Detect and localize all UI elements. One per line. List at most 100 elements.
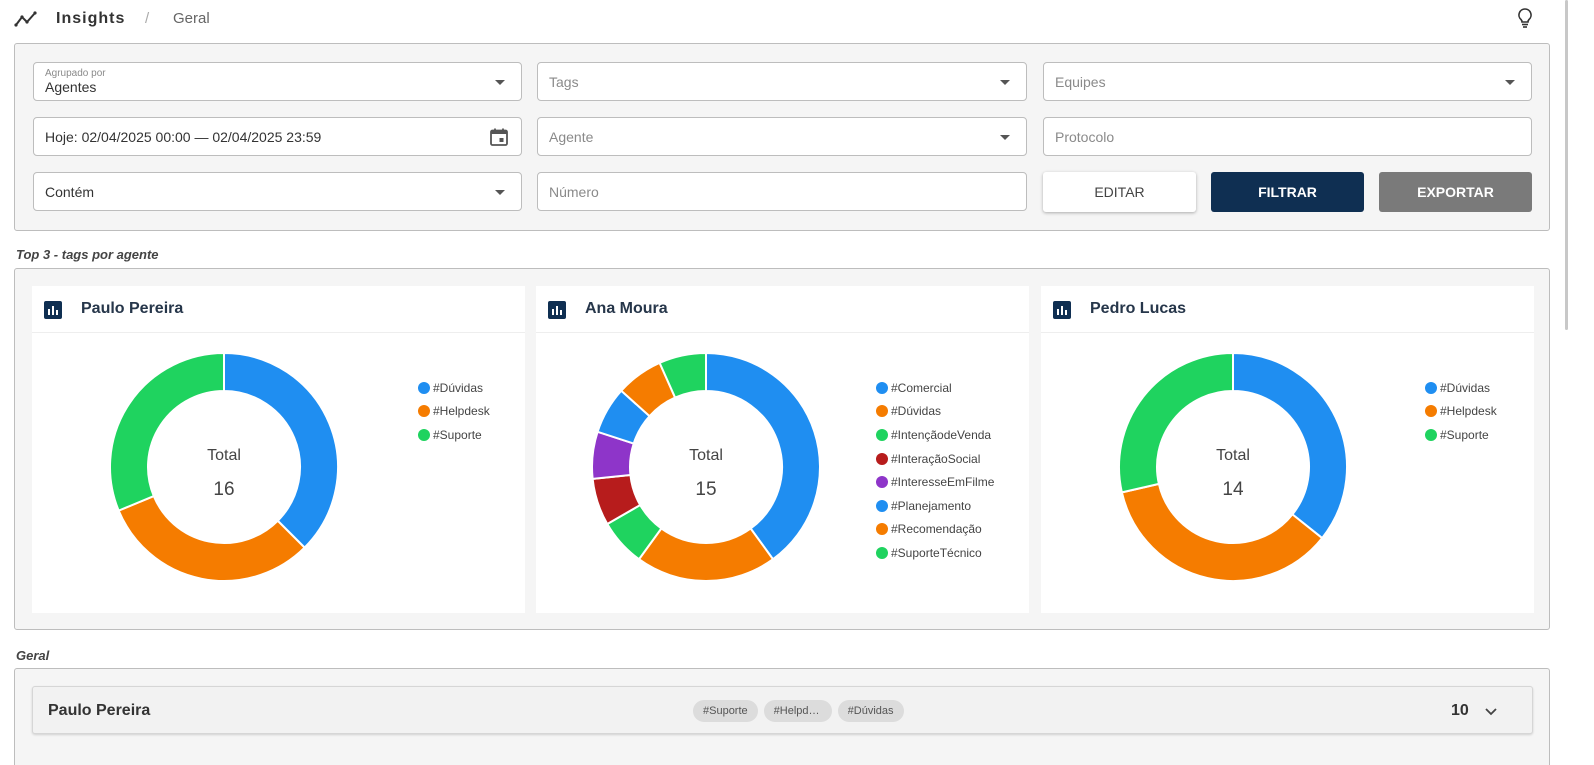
breadcrumb-separator: / [145, 10, 150, 27]
legend-item[interactable]: #IntençãodeVenda [876, 423, 994, 447]
legend-item[interactable]: #Suporte [418, 423, 490, 447]
total-value: 15 [695, 479, 717, 500]
teams-placeholder: Equipes [1055, 74, 1106, 90]
donut-slice[interactable] [1118, 351, 1234, 494]
legend-label: #Dúvidas [1440, 380, 1491, 395]
legend-label: #Planejamento [891, 498, 972, 513]
bar-chart-icon [1053, 301, 1071, 319]
grouped-by-label: Agrupado por [45, 68, 106, 79]
tags-placeholder: Tags [549, 74, 579, 90]
tags-select[interactable]: Tags [537, 62, 1027, 101]
legend-swatch [876, 381, 888, 394]
page-title: Insights [56, 10, 126, 27]
donut-slice[interactable] [109, 351, 225, 512]
legend-item[interactable]: #InteraçãoSocial [876, 447, 994, 471]
legend-swatch [418, 381, 430, 394]
charts-panel: Paulo Pereira Total 16 #Dúvidas #Helpdesk… [14, 268, 1550, 630]
top-bar: Insights / Geral [0, 0, 1594, 40]
donut-slice[interactable] [1232, 351, 1348, 540]
legend-swatch [876, 476, 888, 489]
chart-legend: #Dúvidas #Helpdesk #Suporte [1425, 376, 1497, 447]
legend-item[interactable]: #Helpdesk [1425, 400, 1497, 424]
legend-item[interactable]: #Recomendação [876, 518, 994, 542]
match-mode-select[interactable]: Contém [33, 172, 522, 211]
donut-slice[interactable] [705, 351, 821, 561]
filter-panel: Agrupado por Agentes Tags Equipes Hoje: … [14, 43, 1550, 231]
card-header: Paulo Pereira [32, 286, 525, 333]
grouped-by-select[interactable]: Agrupado por Agentes [33, 62, 522, 101]
legend-swatch [1425, 381, 1437, 394]
legend-label: #Dúvidas [891, 404, 942, 419]
section-title-top3: Top 3 - tags por agente [16, 247, 159, 262]
bar-chart-icon [548, 301, 566, 319]
chevron-down-icon[interactable] [1483, 703, 1499, 719]
chevron-down-icon [495, 80, 505, 85]
legend-label: #Helpdesk [433, 404, 490, 419]
calendar-icon[interactable] [489, 127, 509, 147]
card-title: Pedro Lucas [1090, 300, 1187, 317]
chevron-down-icon [1000, 135, 1010, 140]
agent-name: Paulo Pereira [48, 702, 151, 719]
legend-label: #Suporte [433, 427, 482, 442]
chart-legend: #Comercial #Dúvidas #IntençãodeVenda #Inter… [876, 376, 994, 565]
legend-swatch [876, 499, 888, 512]
legend-label: #IntençãodeVenda [891, 427, 992, 442]
tag-chips: #Suporte #Helpde... #Dúvidas [693, 700, 904, 722]
chart-card: Pedro Lucas Total 14 #Dúvidas #Helpdesk #S… [1041, 286, 1534, 613]
legend-swatch [1425, 405, 1437, 418]
donut-slice[interactable] [637, 527, 775, 582]
donut-slice[interactable] [1120, 482, 1324, 582]
legend-item[interactable]: #Comercial [876, 376, 994, 400]
date-range-field[interactable]: Hoje: 02/04/2025 00:00 — 02/04/2025 23:5… [33, 117, 522, 156]
total-value: 16 [213, 479, 235, 500]
card-title: Paulo Pereira [81, 300, 184, 317]
donut-slice[interactable] [117, 494, 307, 582]
total-label: Total [207, 447, 241, 464]
tag-chip[interactable]: #Helpde... [763, 700, 832, 722]
legend-label: #Helpdesk [1440, 404, 1497, 419]
donut-slice[interactable] [223, 351, 339, 550]
agent-placeholder: Agente [549, 129, 594, 145]
donut-chart[interactable] [590, 351, 822, 583]
card-header: Pedro Lucas [1041, 286, 1534, 333]
legend-item[interactable]: #Suporte [1425, 423, 1497, 447]
donut-slice[interactable] [658, 351, 707, 399]
card-header: Ana Moura [536, 286, 1029, 333]
legend-item[interactable]: #Planejamento [876, 494, 994, 518]
protocol-input[interactable]: Protocolo [1043, 117, 1532, 156]
filter-button[interactable]: FILTRAR [1211, 172, 1364, 212]
donut-chart[interactable] [1117, 351, 1349, 583]
edit-button[interactable]: EDITAR [1043, 172, 1196, 212]
total-label: Total [1216, 447, 1250, 464]
chart-card: Paulo Pereira Total 16 #Dúvidas #Helpdesk… [32, 286, 525, 613]
breadcrumb[interactable]: Geral [173, 10, 210, 27]
chevron-down-icon [1505, 80, 1515, 85]
tag-chip[interactable]: #Suporte [693, 700, 758, 722]
legend-label: #Dúvidas [433, 380, 484, 395]
lightbulb-icon[interactable] [1514, 6, 1536, 30]
legend-item[interactable]: #Helpdesk [418, 400, 490, 424]
agent-select[interactable]: Agente [537, 117, 1027, 156]
legend-item[interactable]: #SuporteTécnico [876, 541, 994, 565]
legend-label: #InteraçãoSocial [891, 451, 981, 466]
legend-swatch [418, 405, 430, 418]
teams-select[interactable]: Equipes [1043, 62, 1532, 101]
bar-chart-icon [44, 301, 62, 319]
card-title: Ana Moura [585, 300, 668, 317]
agent-row[interactable]: Paulo Pereira #Suporte #Helpde... #Dúvid… [32, 686, 1533, 734]
match-mode-value: Contém [45, 184, 95, 200]
legend-item[interactable]: #Dúvidas [1425, 376, 1497, 400]
scrollbar[interactable] [1565, 0, 1568, 330]
legend-label: #SuporteTécnico [891, 545, 982, 560]
legend-swatch [876, 523, 888, 536]
export-button[interactable]: EXPORTAR [1379, 172, 1532, 212]
tag-chip[interactable]: #Dúvidas [837, 700, 904, 722]
geral-panel: Paulo Pereira #Suporte #Helpde... #Dúvid… [14, 668, 1550, 765]
legend-item[interactable]: #InteresseEmFilme [876, 470, 994, 494]
legend-item[interactable]: #Dúvidas [876, 400, 994, 424]
number-input[interactable]: Número [537, 172, 1027, 211]
donut-chart[interactable] [108, 351, 340, 583]
legend-label: #Recomendação [891, 522, 982, 537]
legend-item[interactable]: #Dúvidas [418, 376, 490, 400]
legend-swatch [1425, 428, 1437, 441]
